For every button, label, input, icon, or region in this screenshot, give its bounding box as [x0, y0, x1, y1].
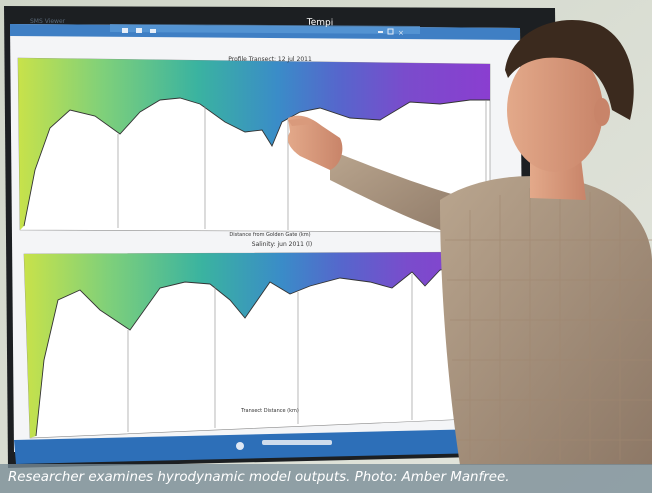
top-salinity-contour	[18, 58, 490, 230]
pointing-finger	[288, 118, 312, 126]
toolbar-save-icon[interactable]	[136, 28, 142, 33]
app-name-label: SMS Viewer	[30, 18, 66, 25]
person-ear	[594, 98, 610, 126]
photo-caption: Researcher examines hyrodynamic model ou…	[8, 470, 510, 485]
start-button[interactable]	[236, 442, 244, 450]
shirt-plaid-pattern	[445, 186, 652, 460]
caption-bar	[0, 464, 652, 493]
bottom-salinity-contour	[24, 252, 492, 438]
close-icon[interactable]: ×	[398, 29, 404, 37]
bottom-plot-xlabel: Transect Distance (km)	[241, 408, 299, 414]
toolbar-chart-icon[interactable]	[150, 29, 156, 33]
top-plot-xlabel: Distance from Golden Gate (km)	[229, 232, 311, 238]
person-hair	[505, 20, 634, 121]
taskbar-slider[interactable]	[262, 440, 332, 445]
taskbar	[14, 428, 526, 464]
minimize-icon[interactable]	[378, 31, 383, 33]
toolbar-home-icon[interactable]	[122, 28, 128, 33]
bottom-plot-title: Salinity: jun 2011 (l)	[251, 241, 313, 248]
window-titlebar-shine	[110, 24, 420, 34]
top-plot-title: Profile Transect: 12 jul 2011	[228, 56, 312, 63]
top-bathymetry-line	[23, 97, 490, 227]
pointing-arm-sleeve	[330, 150, 470, 240]
bottom-bathymetry-line	[35, 261, 493, 437]
maximize-icon[interactable]	[387, 28, 394, 35]
pointing-hand	[287, 115, 343, 170]
person-shirt	[440, 176, 652, 465]
person-head	[507, 48, 603, 172]
